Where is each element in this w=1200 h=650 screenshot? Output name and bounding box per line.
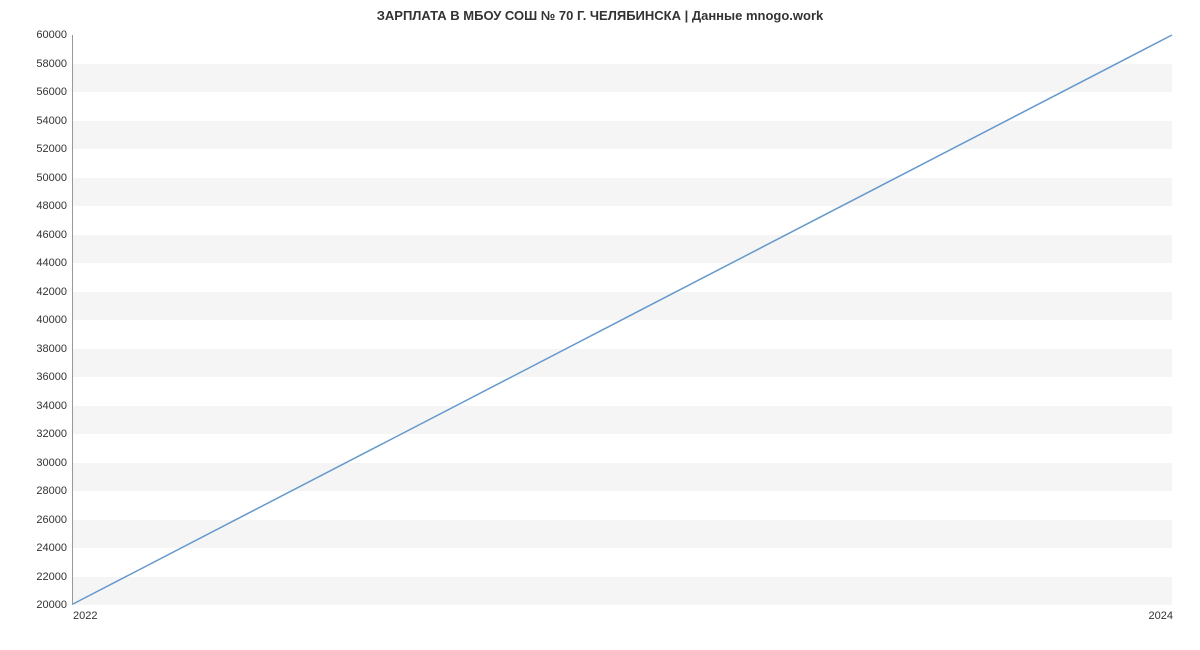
y-tick-label: 44000 — [36, 257, 67, 269]
chart-title: ЗАРПЛАТА В МБОУ СОШ № 70 Г. ЧЕЛЯБИНСКА |… — [0, 8, 1200, 23]
y-tick-label: 40000 — [36, 314, 67, 326]
y-tick-label: 60000 — [36, 29, 67, 41]
chart-container: ЗАРПЛАТА В МБОУ СОШ № 70 Г. ЧЕЛЯБИНСКА |… — [0, 0, 1200, 650]
y-tick-label: 50000 — [36, 172, 67, 184]
line-series-layer — [73, 35, 1172, 604]
y-tick-label: 34000 — [36, 400, 67, 412]
y-tick-label: 28000 — [36, 485, 67, 497]
y-tick-label: 30000 — [36, 457, 67, 469]
y-tick-label: 32000 — [36, 428, 67, 440]
y-tick-label: 46000 — [36, 229, 67, 241]
y-tick-label: 22000 — [36, 571, 67, 583]
plot-area: 2000022000240002600028000300003200034000… — [72, 35, 1172, 605]
y-tick-label: 54000 — [36, 115, 67, 127]
y-tick-label: 26000 — [36, 514, 67, 526]
x-tick-label: 2024 — [1149, 610, 1173, 622]
y-tick-label: 52000 — [36, 143, 67, 155]
x-tick-label: 2022 — [73, 610, 97, 622]
y-tick-label: 24000 — [36, 542, 67, 554]
y-tick-label: 56000 — [36, 86, 67, 98]
y-tick-label: 42000 — [36, 286, 67, 298]
series-line-salary — [73, 35, 1172, 604]
y-tick-label: 36000 — [36, 371, 67, 383]
y-tick-label: 38000 — [36, 343, 67, 355]
y-tick-label: 20000 — [36, 599, 67, 611]
y-tick-label: 58000 — [36, 58, 67, 70]
y-tick-label: 48000 — [36, 200, 67, 212]
